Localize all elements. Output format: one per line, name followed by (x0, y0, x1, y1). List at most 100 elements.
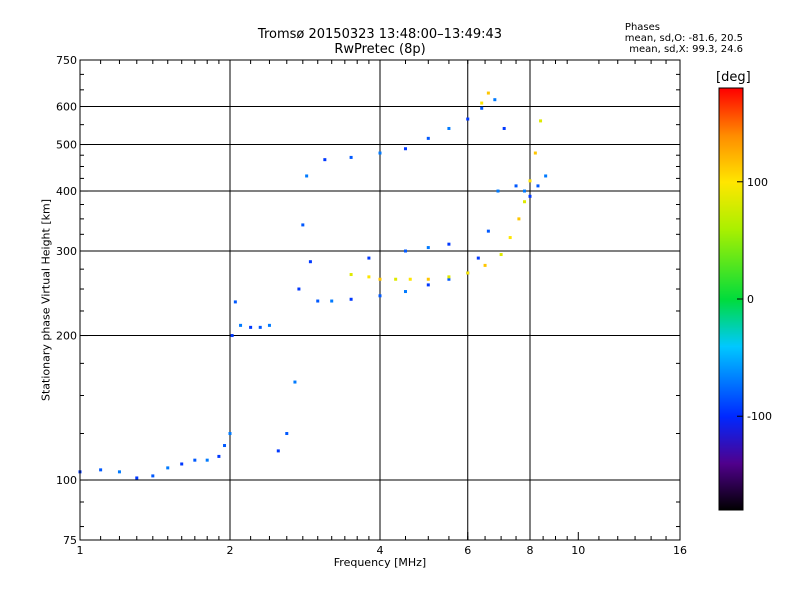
colorbar-band (719, 243, 743, 245)
colorbar-band (719, 121, 743, 123)
colorbar-band (719, 173, 743, 175)
colorbar-band (719, 485, 743, 487)
colorbar-band (719, 493, 743, 495)
colorbar-band (719, 130, 743, 132)
colorbar-band (719, 305, 743, 307)
colorbar-band (719, 348, 743, 350)
colorbar-band (719, 388, 743, 390)
colorbar-band (719, 451, 743, 453)
colorbar-band (719, 299, 743, 301)
colorbar-band (719, 491, 743, 493)
colorbar-band (719, 158, 743, 160)
colorbar-band (719, 405, 743, 407)
colorbar-band (719, 498, 743, 500)
colorbar-band (719, 339, 743, 341)
colorbar-band (719, 422, 743, 424)
data-point-o (523, 189, 527, 193)
colorbar-band (719, 202, 743, 204)
colorbar-band (719, 125, 743, 127)
colorbar-band (719, 262, 743, 264)
colorbar-band (719, 414, 743, 416)
data-point-o (447, 126, 451, 130)
data-point-o (536, 184, 540, 188)
colorbar-band (719, 352, 743, 354)
colorbar-band (719, 159, 743, 161)
colorbar-unit-label: [deg] (716, 70, 751, 85)
colorbar-band (719, 235, 743, 237)
colorbar-band (719, 502, 743, 504)
colorbar-band (719, 198, 743, 200)
colorbar-band (719, 255, 743, 257)
colorbar-band (719, 483, 743, 485)
colorbar-band (719, 387, 743, 389)
colorbar-band (719, 156, 743, 158)
colorbar-band (719, 290, 743, 292)
colorbar-band (719, 269, 743, 271)
colorbar-band (719, 152, 743, 154)
colorbar-band (719, 480, 743, 482)
data-point-x (447, 275, 451, 279)
data-point-o (502, 126, 506, 130)
colorbar-band (719, 423, 743, 425)
colorbar-band (719, 253, 743, 255)
y-tick-label: 500 (56, 139, 77, 152)
colorbar-band (719, 136, 743, 138)
colorbar-band (719, 389, 743, 391)
colorbar-band (719, 222, 743, 224)
data-point-o (528, 194, 532, 198)
colorbar-band (719, 289, 743, 291)
colorbar-band (719, 119, 743, 121)
data-point-o (403, 290, 407, 294)
colorbar-band (719, 504, 743, 506)
colorbar-band (719, 183, 743, 185)
colorbar-band (719, 477, 743, 479)
data-point-x (528, 179, 532, 183)
colorbar-band (719, 263, 743, 265)
colorbar-band (719, 141, 743, 143)
colorbar-band (719, 347, 743, 349)
colorbar-band (719, 448, 743, 450)
colorbar-band (719, 165, 743, 167)
colorbar-band (719, 455, 743, 457)
colorbar-band (719, 476, 743, 478)
y-tick-label: 75 (63, 534, 77, 547)
colorbar-band (719, 441, 743, 443)
colorbar-band (719, 225, 743, 227)
colorbar-band (719, 212, 743, 214)
colorbar-band (719, 233, 743, 235)
data-point-o (403, 147, 407, 151)
colorbar-band (719, 105, 743, 107)
colorbar-band (719, 473, 743, 475)
colorbar-band (719, 137, 743, 139)
colorbar-band (719, 150, 743, 152)
colorbar-band (719, 224, 743, 226)
data-point-o (228, 432, 232, 436)
colorbar-band (719, 181, 743, 183)
colorbar-band (719, 466, 743, 468)
colorbar-band (719, 107, 743, 109)
colorbar-tick-label: -100 (747, 410, 772, 423)
data-point-x (483, 263, 487, 267)
colorbar-band (719, 286, 743, 288)
colorbar-band (719, 300, 743, 302)
colorbar-band (719, 337, 743, 339)
colorbar-band (719, 211, 743, 213)
data-point-o (466, 117, 470, 121)
colorbar-band (719, 475, 743, 477)
colorbar-band (719, 324, 743, 326)
colorbar-band (719, 322, 743, 324)
colorbar-band (719, 279, 743, 281)
colorbar-band (719, 218, 743, 220)
colorbar-band (719, 261, 743, 263)
colorbar-band (719, 187, 743, 189)
data-point-o (276, 449, 280, 453)
colorbar-band (719, 499, 743, 501)
data-point-o (486, 229, 490, 233)
colorbar-band (719, 449, 743, 451)
colorbar-band (719, 390, 743, 392)
colorbar-band (719, 380, 743, 382)
x-tick-label: 10 (571, 544, 585, 557)
colorbar-band (719, 425, 743, 427)
colorbar-band (719, 357, 743, 359)
data-point-o (305, 174, 309, 178)
